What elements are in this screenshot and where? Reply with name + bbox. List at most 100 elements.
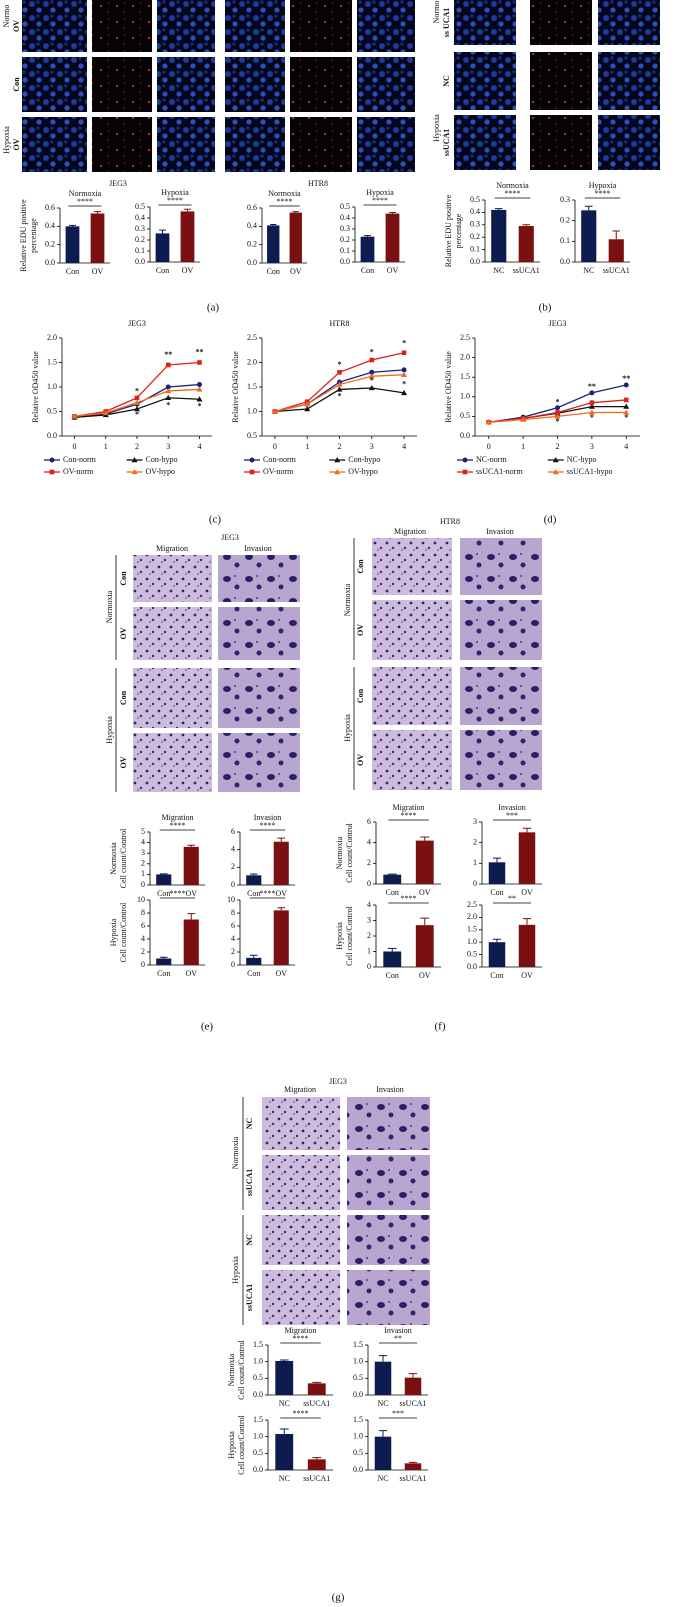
y-tick-label: 0.1 — [340, 246, 350, 255]
x-tick-label: 2 — [135, 442, 139, 451]
significance: **** — [293, 1334, 309, 1343]
y-axis-label: Normoxia — [109, 842, 118, 875]
bar — [385, 213, 400, 262]
bar — [518, 226, 534, 262]
y-axis-label: percentage — [29, 218, 38, 253]
significance: **** — [505, 189, 521, 198]
bar — [65, 226, 80, 263]
bar — [415, 840, 434, 884]
error-bar — [277, 837, 286, 842]
x-tick-label: Con — [247, 969, 260, 978]
error-bar — [389, 212, 396, 214]
y-tick-label: 0.0 — [253, 1390, 263, 1399]
error-bar — [292, 211, 299, 213]
error-bar — [94, 211, 101, 214]
y-tick-label: 2.0 — [47, 333, 57, 342]
y-tick-label: 0.5 — [135, 202, 145, 211]
error-bar — [364, 235, 371, 237]
row-label: Con — [119, 690, 128, 705]
y-tick-label: 8 — [231, 908, 235, 917]
marker — [485, 419, 492, 425]
marker — [401, 371, 408, 377]
marker — [401, 367, 407, 373]
marker — [552, 469, 559, 475]
x-tick-label: 4 — [402, 442, 406, 451]
significance: **** — [260, 889, 276, 898]
micrograph — [347, 1215, 430, 1265]
error-bar — [408, 1373, 418, 1378]
micrograph — [262, 1097, 340, 1150]
y-tick-label: 0.4 — [135, 213, 145, 222]
error-bar — [522, 918, 532, 925]
marker — [271, 408, 278, 414]
row-label: NC — [245, 1234, 254, 1246]
micrograph — [454, 52, 516, 110]
y-axis-label: Hypoxia — [335, 922, 344, 950]
bar — [518, 832, 536, 884]
micrograph — [262, 1215, 340, 1265]
x-tick-label: ssUCA1 — [603, 266, 630, 275]
y-tick-label: 0 — [141, 880, 145, 889]
marker — [165, 362, 171, 368]
y-tick-label: 0.0 — [340, 257, 350, 266]
y-tick-label: 2.0 — [467, 912, 477, 921]
column-label: Invasion — [376, 1085, 404, 1094]
y-tick-label: 0 — [367, 879, 371, 888]
y-tick-label: 0.3 — [560, 195, 570, 204]
error-bar — [277, 907, 286, 911]
y-axis-label: percentage — [454, 213, 463, 248]
micrograph — [347, 1155, 430, 1210]
micrograph — [460, 600, 542, 660]
y-tick-label: 2 — [367, 858, 371, 867]
x-tick-label: OV — [275, 889, 287, 898]
bar — [289, 212, 302, 263]
error-bar — [184, 208, 191, 212]
chart-title: HTR8 — [330, 319, 350, 328]
marker — [197, 360, 202, 365]
y-tick-label: 1.0 — [460, 392, 470, 401]
x-tick-label: NC — [493, 266, 504, 275]
y-tick-label: 1.5 — [353, 1340, 363, 1349]
micrograph — [92, 117, 152, 172]
y-tick-label: 2 — [141, 947, 145, 956]
group-label: Hypoxia — [231, 1256, 240, 1284]
micrograph — [22, 0, 87, 52]
annotation: * — [556, 398, 560, 407]
marker — [623, 403, 630, 409]
marker — [49, 469, 55, 475]
row-label: OV — [356, 624, 365, 636]
micrograph — [133, 555, 212, 602]
y-tick-label: 0.4 — [247, 221, 257, 230]
error-bar — [312, 1457, 322, 1460]
x-tick-label: 2 — [556, 442, 560, 451]
x-tick-label: OV — [275, 969, 287, 978]
x-tick-label: Con — [490, 888, 503, 897]
y-tick-label: 1.5 — [467, 925, 477, 934]
y-axis-label: Cell count/Control — [119, 902, 128, 963]
marker — [520, 416, 527, 422]
y-axis-label: Cell count/Control — [119, 828, 128, 889]
significance: **** — [170, 821, 186, 830]
marker — [165, 387, 172, 394]
micrograph — [218, 668, 300, 728]
marker — [249, 457, 255, 463]
y-tick-label: 0.0 — [353, 1465, 363, 1474]
chart-title: Migration — [162, 813, 194, 822]
y-axis-label: Relative EDU positive — [19, 199, 28, 272]
y-tick-label: 1 — [367, 946, 371, 955]
y-tick-label: 4 — [231, 934, 235, 943]
significance: **** — [401, 894, 417, 903]
significance: **** — [595, 189, 611, 198]
marker — [304, 401, 311, 407]
micrograph — [598, 52, 660, 110]
y-tick-label: 0.5 — [253, 1448, 263, 1457]
y-tick-label: 0.2 — [135, 235, 145, 244]
y-tick-label: 1.5 — [253, 1340, 263, 1349]
y-axis-label: Relative OD450 value — [31, 351, 40, 423]
micrograph — [460, 730, 542, 790]
bar — [360, 236, 375, 262]
error-bar — [249, 873, 258, 876]
bar — [307, 1459, 326, 1470]
annotation: * — [402, 339, 406, 348]
